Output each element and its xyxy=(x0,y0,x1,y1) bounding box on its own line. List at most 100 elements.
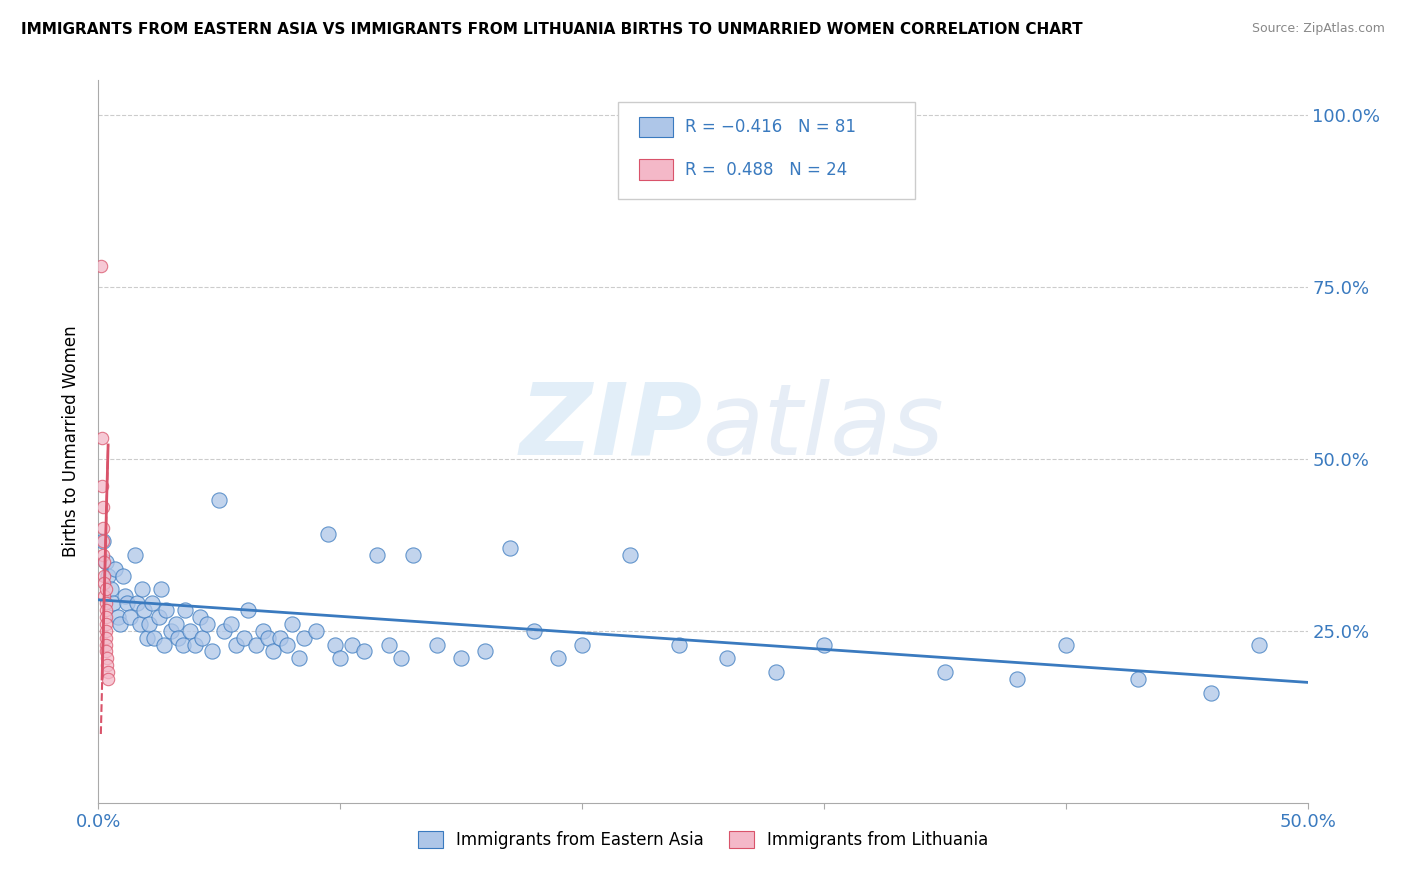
Point xyxy=(668,638,690,652)
Point xyxy=(1199,686,1222,700)
Point xyxy=(94,582,117,597)
Point xyxy=(353,644,375,658)
Point xyxy=(571,638,593,652)
Point xyxy=(141,596,163,610)
Text: atlas: atlas xyxy=(703,378,945,475)
Point xyxy=(1249,638,1271,652)
Point xyxy=(167,631,190,645)
Point xyxy=(1007,672,1029,686)
Point xyxy=(426,638,449,652)
Point xyxy=(523,624,546,638)
Point xyxy=(191,631,214,645)
Point xyxy=(188,610,211,624)
Point xyxy=(389,651,412,665)
Point xyxy=(716,651,738,665)
Point xyxy=(402,548,425,562)
Point xyxy=(547,651,569,665)
Point xyxy=(232,631,254,645)
Point xyxy=(1054,638,1077,652)
Point xyxy=(262,644,284,658)
Point xyxy=(342,638,364,652)
Point xyxy=(114,590,136,604)
Point xyxy=(91,534,114,549)
Point xyxy=(281,616,304,631)
Point xyxy=(91,548,114,562)
Point xyxy=(134,603,156,617)
Point xyxy=(91,431,114,445)
Point xyxy=(316,527,339,541)
Point xyxy=(366,548,388,562)
Point xyxy=(93,555,115,569)
Point xyxy=(97,665,120,679)
Point xyxy=(107,610,129,624)
Point xyxy=(93,575,115,590)
Point xyxy=(96,638,118,652)
Point xyxy=(252,624,274,638)
Point xyxy=(155,603,177,617)
Point xyxy=(100,582,122,597)
Point xyxy=(269,631,291,645)
Point xyxy=(1128,672,1150,686)
Point xyxy=(160,624,183,638)
Point xyxy=(94,596,117,610)
Point xyxy=(329,651,352,665)
Point xyxy=(90,259,112,273)
Point xyxy=(94,603,117,617)
Point xyxy=(325,638,347,652)
Point xyxy=(256,631,278,645)
Point xyxy=(765,665,787,679)
Point xyxy=(94,616,117,631)
Text: ZIP: ZIP xyxy=(520,378,703,475)
Point xyxy=(91,500,114,514)
Point xyxy=(305,624,328,638)
Point xyxy=(208,493,231,508)
Point xyxy=(96,644,118,658)
Point xyxy=(91,520,114,534)
Point xyxy=(172,638,194,652)
Point xyxy=(118,610,141,624)
Point xyxy=(934,665,956,679)
Text: R =  0.488   N = 24: R = 0.488 N = 24 xyxy=(685,161,846,178)
Point xyxy=(104,562,127,576)
Y-axis label: Births to Unmarried Women: Births to Unmarried Women xyxy=(62,326,80,558)
Point xyxy=(101,596,124,610)
Point xyxy=(225,638,247,652)
Point xyxy=(108,616,131,631)
Point xyxy=(292,631,315,645)
Point xyxy=(138,616,160,631)
Point xyxy=(91,479,114,493)
Point xyxy=(238,603,260,617)
Point xyxy=(93,568,115,582)
Point xyxy=(245,638,267,652)
Point xyxy=(96,651,118,665)
Point xyxy=(184,638,207,652)
Point xyxy=(377,638,399,652)
Text: R = −0.416   N = 81: R = −0.416 N = 81 xyxy=(685,118,856,136)
Point xyxy=(152,638,174,652)
Point xyxy=(148,610,170,624)
Point xyxy=(135,631,157,645)
Point xyxy=(97,672,120,686)
Point xyxy=(212,624,235,638)
Point xyxy=(128,616,150,631)
Point xyxy=(97,568,120,582)
Point xyxy=(276,638,298,652)
Point xyxy=(124,548,146,562)
Point xyxy=(813,638,835,652)
Point xyxy=(179,624,201,638)
Text: IMMIGRANTS FROM EASTERN ASIA VS IMMIGRANTS FROM LITHUANIA BIRTHS TO UNMARRIED WO: IMMIGRANTS FROM EASTERN ASIA VS IMMIGRAN… xyxy=(21,22,1083,37)
Point xyxy=(165,616,187,631)
Point xyxy=(498,541,520,556)
Point xyxy=(195,616,218,631)
Point xyxy=(450,651,472,665)
Point xyxy=(93,590,115,604)
Point xyxy=(94,555,117,569)
Point xyxy=(94,624,117,638)
Text: Source: ZipAtlas.com: Source: ZipAtlas.com xyxy=(1251,22,1385,36)
Point xyxy=(127,596,149,610)
Point xyxy=(201,644,224,658)
Point xyxy=(94,610,117,624)
Legend: Immigrants from Eastern Asia, Immigrants from Lithuania: Immigrants from Eastern Asia, Immigrants… xyxy=(411,824,995,856)
Point xyxy=(131,582,153,597)
FancyBboxPatch shape xyxy=(619,102,915,200)
